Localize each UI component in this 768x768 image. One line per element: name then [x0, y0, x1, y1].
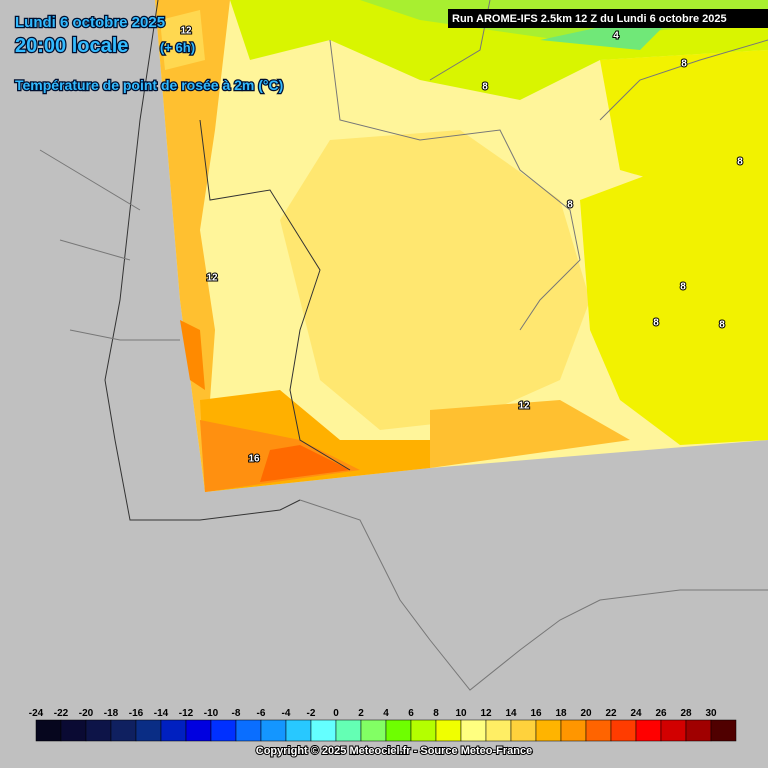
- date: Lundi 6 octobre 2025: [15, 14, 165, 31]
- legend-swatch: [485, 719, 512, 742]
- legend-tick-label: 22: [605, 708, 617, 719]
- legend-swatch: [110, 719, 137, 742]
- legend-swatch: [460, 719, 487, 742]
- legend-tick-label: 8: [433, 708, 439, 719]
- contour-label: 8: [567, 200, 573, 211]
- legend-tick-label: -22: [54, 708, 69, 719]
- legend-tick-label: 14: [505, 708, 517, 719]
- contour-label: 12: [180, 26, 192, 37]
- legend-swatch: [660, 719, 687, 742]
- legend-tick-label: 20: [580, 708, 592, 719]
- legend-swatch: [60, 719, 87, 742]
- legend-swatch: [560, 719, 587, 742]
- legend-swatch: [210, 719, 237, 742]
- border-line: [329, 39, 581, 331]
- legend-tick-label: 16: [530, 708, 542, 719]
- legend-tick-label: -16: [129, 708, 144, 719]
- legend-tick-label: -24: [29, 708, 44, 719]
- contour-label: 8: [719, 320, 725, 331]
- border-line: [199, 119, 351, 471]
- contour-label: 8: [737, 157, 743, 168]
- run-info: Run AROME-IFS 2.5km 12 Z du Lundi 6 octo…: [452, 13, 727, 25]
- legend-tick-label: 6: [408, 708, 414, 719]
- legend-tick-label: 24: [630, 708, 642, 719]
- legend-tick-label: -10: [204, 708, 219, 719]
- legend-tick-label: 26: [655, 708, 667, 719]
- contour-label: 8: [653, 318, 659, 329]
- legend-swatch: [260, 719, 287, 742]
- legend-tick-label: 18: [555, 708, 567, 719]
- copyright: Copyright © 2025 Meteociel.fr - Source M…: [256, 745, 532, 757]
- contour-label: 12: [518, 401, 530, 412]
- legend-swatch: [385, 719, 412, 742]
- legend-tick-label: 10: [455, 708, 467, 719]
- legend-swatch: [185, 719, 212, 742]
- border-line: [299, 499, 768, 691]
- legend-swatch: [535, 719, 562, 742]
- legend-swatch: [710, 719, 737, 742]
- contour-label: 12: [206, 273, 218, 284]
- contour-label: 16: [248, 454, 260, 465]
- model-field: [155, 0, 768, 492]
- legend-tick-label: 28: [680, 708, 692, 719]
- legend-swatch: [635, 719, 662, 742]
- contour-label: 8: [482, 82, 488, 93]
- legend-swatch: [510, 719, 537, 742]
- legend-swatch: [285, 719, 312, 742]
- legend-swatch: [85, 719, 112, 742]
- legend-tick-label: -4: [282, 708, 291, 719]
- legend-tick-label: -18: [104, 708, 119, 719]
- legend-tick-label: -2: [307, 708, 316, 719]
- border-line: [39, 149, 180, 341]
- legend-swatch: [610, 719, 637, 742]
- legend-swatch: [135, 719, 162, 742]
- legend-tick-label: 2: [358, 708, 364, 719]
- legend-tick-label: 0: [333, 708, 339, 719]
- time: 20:00 locale: [15, 35, 128, 57]
- legend-tick-label: -20: [79, 708, 94, 719]
- legend-swatch: [235, 719, 262, 742]
- lead-time: (+ 6h): [160, 40, 195, 55]
- parameter: Température de point de rosée à 2m (°C): [15, 77, 283, 93]
- run-banner: [448, 9, 768, 28]
- contour-label: 4: [613, 31, 619, 42]
- legend-swatch: [335, 719, 362, 742]
- legend-tick-label: -12: [179, 708, 194, 719]
- legend-tick-label: 4: [383, 708, 389, 719]
- legend-swatch: [410, 719, 437, 742]
- legend-tick-label: 30: [705, 708, 717, 719]
- contour-label: 8: [680, 282, 686, 293]
- legend-tick-label: 12: [480, 708, 492, 719]
- contour-label: 8: [681, 59, 687, 70]
- coastline: [104, 0, 301, 521]
- legend-swatch: [435, 719, 462, 742]
- legend-tick-label: -8: [232, 708, 241, 719]
- legend-swatch: [310, 719, 337, 742]
- legend-tick-label: -6: [257, 708, 266, 719]
- legend-swatch: [685, 719, 712, 742]
- legend-tick-label: -14: [154, 708, 169, 719]
- legend-swatch: [585, 719, 612, 742]
- legend-swatch: [35, 719, 62, 742]
- legend-swatch: [360, 719, 387, 742]
- legend-swatch: [160, 719, 187, 742]
